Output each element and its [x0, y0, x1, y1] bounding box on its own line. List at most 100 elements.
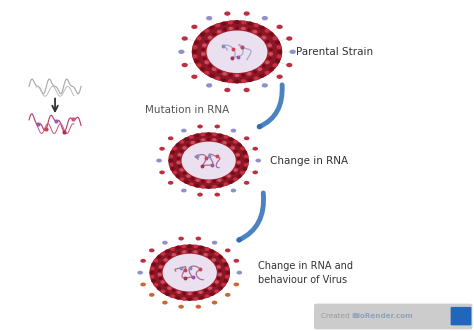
Circle shape [159, 266, 162, 268]
Circle shape [178, 305, 184, 308]
Circle shape [197, 193, 203, 197]
Circle shape [205, 40, 208, 42]
Circle shape [223, 142, 226, 144]
Text: Created in: Created in [321, 313, 361, 319]
Circle shape [203, 44, 206, 46]
Circle shape [213, 139, 216, 141]
Circle shape [214, 124, 220, 128]
Circle shape [265, 29, 269, 32]
Circle shape [228, 80, 232, 82]
Circle shape [206, 83, 212, 88]
Circle shape [201, 53, 205, 55]
FancyBboxPatch shape [314, 304, 473, 329]
Circle shape [258, 68, 262, 71]
Circle shape [207, 133, 210, 135]
Circle shape [236, 27, 238, 29]
Circle shape [265, 71, 269, 74]
Circle shape [183, 147, 186, 149]
Circle shape [202, 139, 204, 141]
Circle shape [214, 193, 220, 197]
Circle shape [216, 24, 219, 26]
Circle shape [205, 295, 209, 297]
Circle shape [180, 141, 183, 143]
Circle shape [224, 183, 228, 185]
Circle shape [244, 181, 249, 185]
Circle shape [224, 88, 230, 92]
Circle shape [228, 175, 230, 177]
Circle shape [176, 138, 241, 183]
Circle shape [255, 159, 261, 163]
Circle shape [209, 256, 211, 258]
Circle shape [229, 181, 233, 183]
Circle shape [149, 249, 155, 252]
Circle shape [180, 150, 183, 152]
Circle shape [216, 77, 219, 79]
Circle shape [224, 136, 228, 138]
Circle shape [248, 79, 252, 81]
Circle shape [237, 166, 239, 167]
Circle shape [286, 36, 292, 41]
Circle shape [195, 41, 198, 44]
Circle shape [176, 246, 180, 249]
Circle shape [207, 30, 267, 73]
Circle shape [205, 61, 208, 64]
Circle shape [263, 65, 265, 67]
Circle shape [171, 248, 174, 250]
Circle shape [154, 284, 157, 286]
Circle shape [201, 33, 204, 36]
Circle shape [244, 136, 249, 140]
Circle shape [159, 277, 162, 279]
Circle shape [157, 250, 222, 295]
Circle shape [210, 74, 214, 77]
Circle shape [231, 147, 234, 149]
Circle shape [228, 144, 230, 146]
Circle shape [194, 292, 197, 294]
Circle shape [152, 263, 155, 265]
Circle shape [241, 171, 244, 174]
Circle shape [286, 63, 292, 67]
Circle shape [242, 27, 245, 30]
Circle shape [191, 24, 198, 29]
Circle shape [182, 36, 188, 41]
Circle shape [154, 260, 157, 262]
Text: Change in RNA: Change in RNA [270, 156, 348, 166]
Circle shape [237, 154, 239, 156]
Circle shape [218, 30, 221, 33]
Circle shape [176, 175, 180, 177]
Text: Change in RNA and
behaviour of Virus: Change in RNA and behaviour of Virus [258, 260, 353, 285]
Circle shape [263, 36, 265, 39]
Circle shape [201, 49, 205, 51]
Circle shape [237, 162, 240, 164]
Circle shape [245, 160, 248, 162]
Circle shape [234, 169, 237, 171]
Circle shape [210, 26, 214, 29]
Circle shape [185, 181, 188, 183]
Circle shape [205, 29, 209, 32]
Circle shape [183, 172, 186, 174]
Circle shape [253, 147, 258, 151]
Circle shape [253, 71, 256, 73]
Circle shape [245, 164, 248, 166]
Circle shape [180, 169, 183, 171]
Circle shape [201, 186, 204, 188]
Circle shape [205, 71, 209, 74]
Circle shape [177, 252, 180, 254]
Circle shape [161, 290, 164, 293]
Circle shape [159, 170, 165, 174]
Circle shape [190, 136, 193, 138]
Circle shape [229, 74, 232, 76]
Circle shape [200, 246, 203, 249]
Circle shape [169, 160, 172, 162]
Circle shape [212, 68, 216, 71]
Circle shape [242, 21, 246, 24]
Circle shape [191, 142, 194, 144]
Circle shape [222, 260, 225, 262]
Circle shape [226, 271, 229, 274]
Circle shape [234, 259, 239, 263]
Circle shape [171, 151, 174, 154]
Circle shape [201, 26, 273, 77]
Circle shape [235, 21, 239, 24]
Circle shape [219, 274, 221, 275]
Circle shape [158, 270, 161, 272]
Circle shape [229, 27, 232, 30]
